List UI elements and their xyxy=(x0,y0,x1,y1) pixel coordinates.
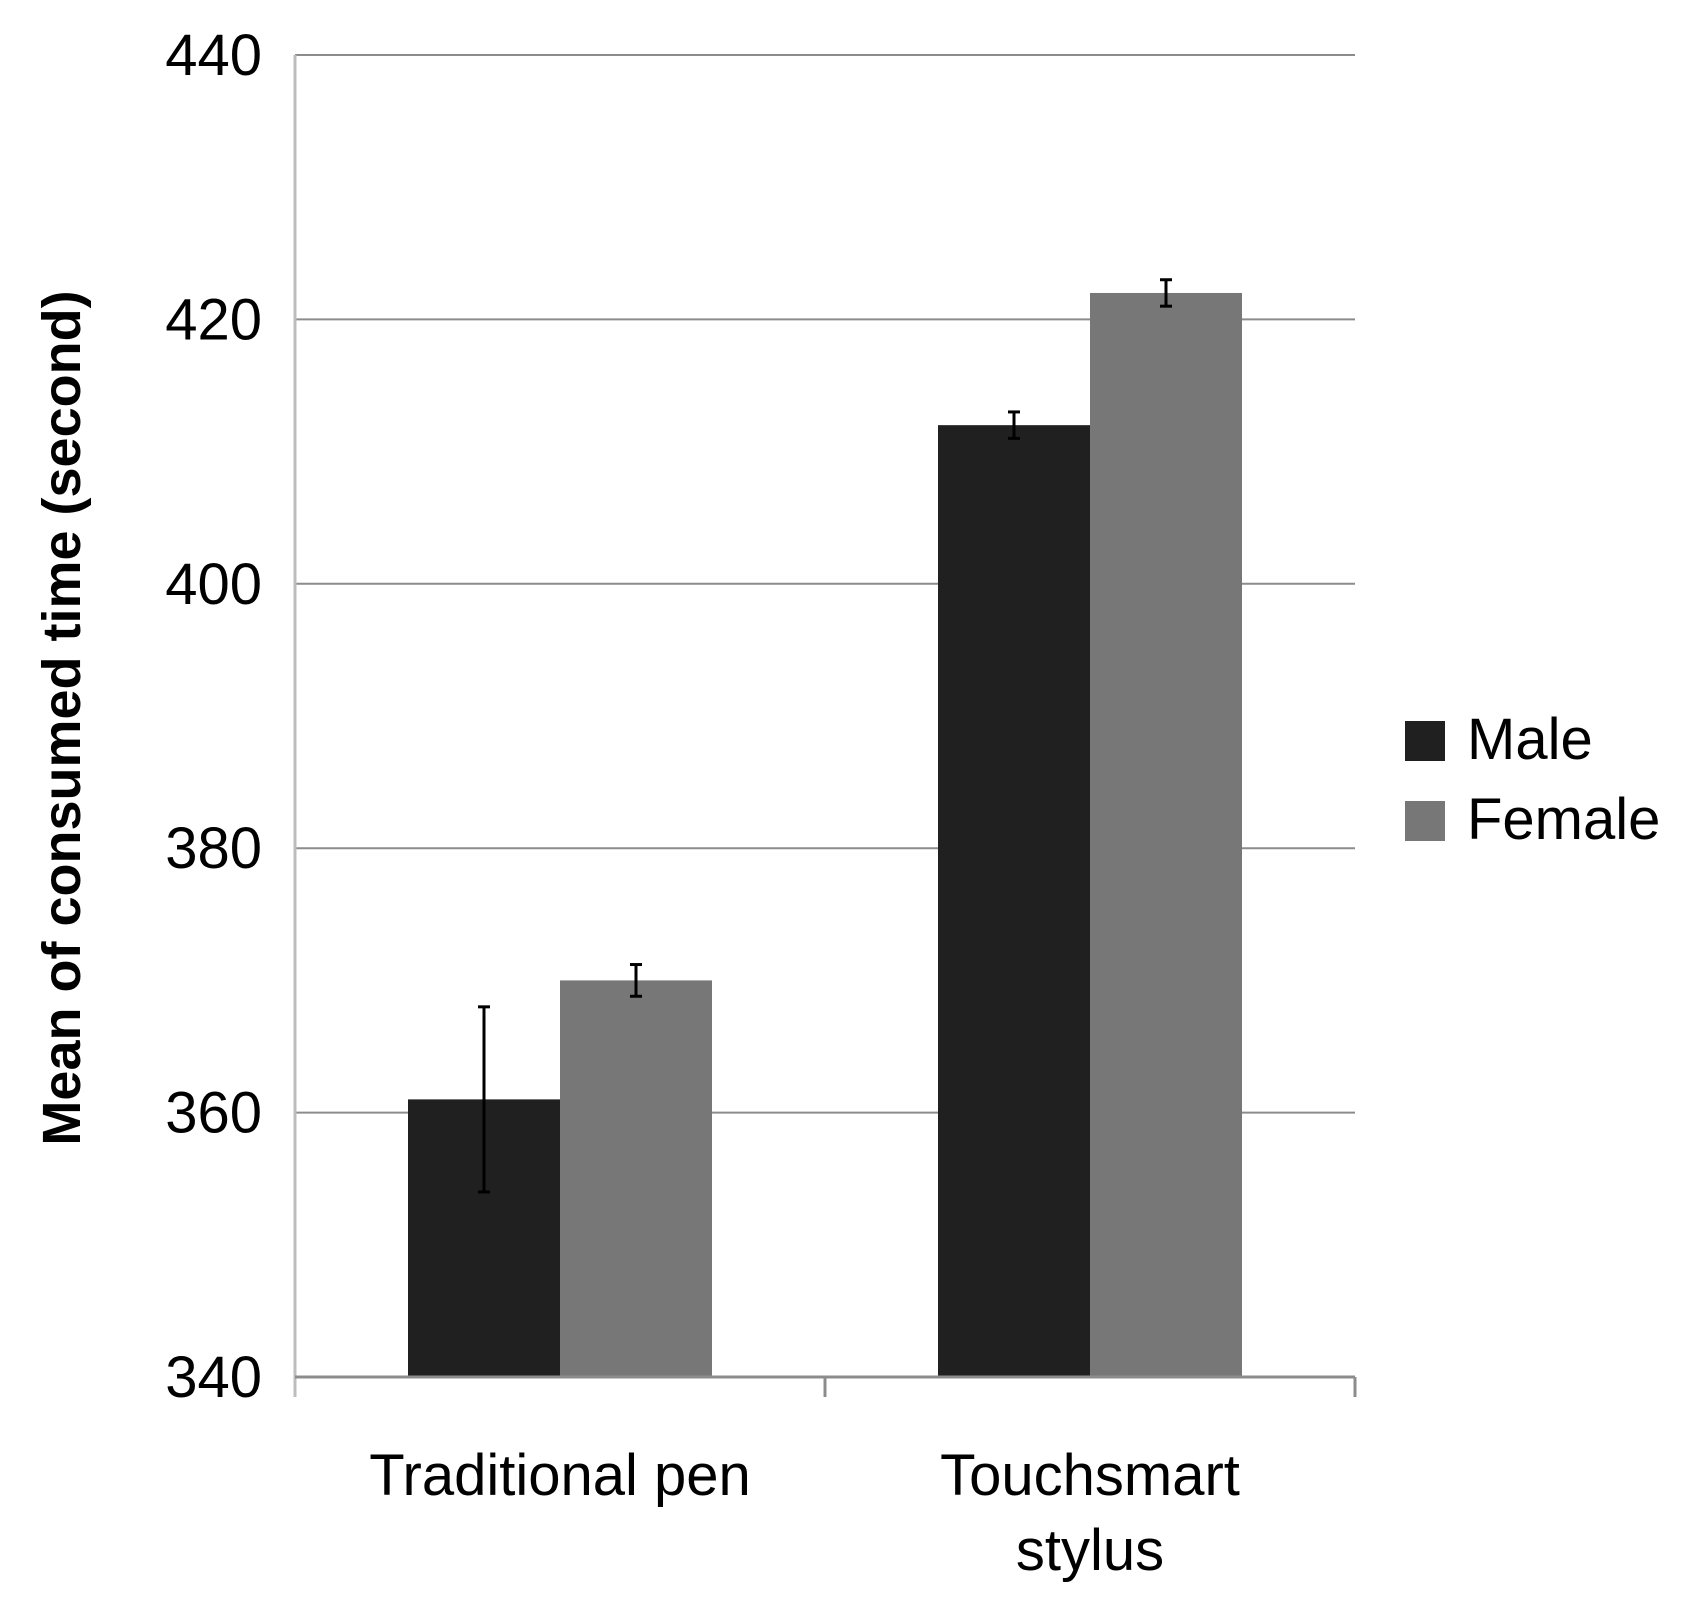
x-category-label: stylus xyxy=(1016,1518,1164,1583)
bar-female xyxy=(560,980,712,1377)
bar-male xyxy=(938,425,1090,1377)
y-tick-label: 360 xyxy=(165,1081,262,1146)
y-tick-label: 400 xyxy=(165,552,262,617)
legend: Male Female xyxy=(1405,707,1660,852)
legend-label: Female xyxy=(1467,787,1660,852)
error-bars xyxy=(478,278,1172,1194)
bar-female xyxy=(1090,292,1242,1378)
error-bar-female xyxy=(1160,278,1172,308)
bars xyxy=(408,292,1242,1378)
x-category-label: Touchsmart xyxy=(940,1443,1240,1508)
error-bar-female xyxy=(630,963,642,998)
legend-label: Male xyxy=(1467,707,1593,772)
legend-item-female: Female xyxy=(1405,787,1660,852)
y-tick-label: 420 xyxy=(165,287,262,352)
legend-swatch xyxy=(1405,801,1445,841)
y-tick-label: 440 xyxy=(165,23,262,88)
x-category-label: Traditional pen xyxy=(369,1443,751,1508)
y-axis-label: Mean of consumed time (second) xyxy=(32,290,92,1145)
y-tick-label: 380 xyxy=(165,816,262,881)
y-axis-ticks: 340 360 380 400 420 440 xyxy=(165,23,262,1410)
legend-item-male: Male xyxy=(1405,707,1593,772)
y-tick-label: 340 xyxy=(165,1345,262,1410)
legend-swatch xyxy=(1405,721,1445,761)
error-bar-male xyxy=(478,1005,490,1194)
axes xyxy=(293,55,1357,1397)
error-bar-male xyxy=(1008,410,1020,440)
x-axis-categories: Traditional pen Touchsmart stylus xyxy=(369,1443,1240,1583)
